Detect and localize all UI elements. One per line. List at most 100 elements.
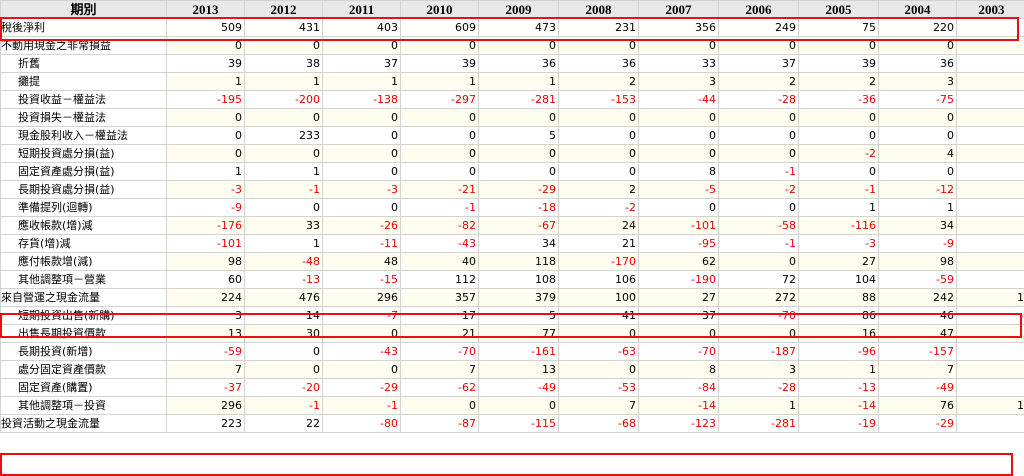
value-cell: [956, 126, 1024, 145]
value-cell: [956, 360, 1024, 379]
row-label: 其他調整項－投資: [0, 396, 167, 415]
cash-flow-table: 期別 2013 2012 2011 2010 2009 2008 2007 2006 2005 20…: [0, 0, 1024, 433]
value-cell: 0: [478, 36, 559, 55]
value-cell: 1: [878, 198, 957, 217]
value-cell: -68: [558, 414, 639, 433]
value-cell: -49: [478, 378, 559, 397]
value-cell: -36: [798, 90, 879, 109]
table-row: 存貨(增)減 -101 1 -11 -43 34 21 -95 -1 -3 -9: [0, 234, 1024, 253]
value-cell: -115: [478, 414, 559, 433]
value-cell: -13: [798, 378, 879, 397]
table-row: 出售長期投資價款 13 30 0 21 77 0 0 0 16 47: [0, 324, 1024, 343]
value-cell: -59: [166, 342, 245, 361]
value-cell: -123: [638, 414, 719, 433]
value-cell: 39: [166, 54, 245, 73]
value-cell: 34: [478, 234, 559, 253]
value-cell: -281: [478, 90, 559, 109]
value-cell: 0: [400, 36, 479, 55]
value-cell: -49: [878, 378, 957, 397]
table-row: 來自營運之現金流量 224 476 296 357 379 100 27 272 88 242 1: [0, 288, 1024, 307]
value-cell: -43: [322, 342, 401, 361]
value-cell: 0: [638, 126, 719, 145]
row-label: 短期投資處分損(益): [0, 144, 167, 163]
value-cell: -29: [878, 414, 957, 433]
row-label: 固定資產處分損(益): [0, 162, 167, 181]
value-cell: 2: [798, 72, 879, 91]
value-cell: 0: [878, 108, 957, 127]
table-row: 折舊 39 38 37 39 36 36 33 37 39 36: [0, 54, 1024, 73]
value-cell: 1: [956, 288, 1024, 307]
value-cell: 60: [166, 270, 245, 289]
value-cell: 0: [478, 396, 559, 415]
value-cell: -87: [400, 414, 479, 433]
value-cell: 0: [798, 162, 879, 181]
table-row: 應付帳款增(減) 98 -48 48 40 118 -170 62 0 27 98: [0, 252, 1024, 271]
value-cell: 1: [798, 198, 879, 217]
table-row: 其他調整項－投資 296 -1 -1 0 0 7 -14 1 -14 76 1: [0, 396, 1024, 415]
value-cell: 0: [638, 36, 719, 55]
value-cell: 0: [798, 126, 879, 145]
table-row: 固定資產(購置) -37 -20 -29 -62 -49 -53 -84 -28 -13 -49: [0, 378, 1024, 397]
value-cell: 36: [478, 54, 559, 73]
header-year: 2010: [400, 0, 479, 19]
value-cell: 0: [718, 252, 799, 271]
value-cell: 249: [718, 18, 799, 37]
row-label: 其他調整項－營業: [0, 270, 167, 289]
value-cell: 224: [166, 288, 245, 307]
value-cell: 72: [718, 270, 799, 289]
row-label: 應付帳款增(減): [0, 252, 167, 271]
value-cell: 30: [244, 324, 323, 343]
value-cell: 41: [558, 306, 639, 325]
value-cell: 40: [400, 252, 479, 271]
value-cell: 0: [400, 108, 479, 127]
value-cell: -1: [718, 162, 799, 181]
value-cell: 0: [558, 108, 639, 127]
value-cell: -70: [400, 342, 479, 361]
value-cell: -3: [322, 180, 401, 199]
value-cell: 0: [322, 36, 401, 55]
value-cell: -200: [244, 90, 323, 109]
value-cell: [956, 162, 1024, 181]
value-cell: [956, 342, 1024, 361]
value-cell: -62: [400, 378, 479, 397]
value-cell: 0: [478, 144, 559, 163]
value-cell: 98: [166, 252, 245, 271]
value-cell: -29: [478, 180, 559, 199]
row-label: 處分固定資產價款: [0, 360, 167, 379]
header-year: 2009: [478, 0, 559, 19]
value-cell: 509: [166, 18, 245, 37]
value-cell: -82: [400, 216, 479, 235]
value-cell: -70: [638, 342, 719, 361]
highlight-investing-cash-flow: [0, 453, 1013, 476]
row-label: 投資活動之現金流量: [0, 414, 167, 433]
value-cell: 0: [322, 126, 401, 145]
header-year: 2003: [956, 0, 1024, 19]
value-cell: 0: [166, 144, 245, 163]
value-cell: 46: [878, 306, 957, 325]
value-cell: -19: [798, 414, 879, 433]
value-cell: 223: [166, 414, 245, 433]
value-cell: 39: [400, 54, 479, 73]
value-cell: 0: [400, 144, 479, 163]
value-cell: 0: [558, 126, 639, 145]
value-cell: 13: [166, 324, 245, 343]
value-cell: [956, 198, 1024, 217]
value-cell: 0: [718, 36, 799, 55]
header-year: 2013: [166, 0, 245, 19]
value-cell: 27: [798, 252, 879, 271]
row-label: 投資收益－權益法: [0, 90, 167, 109]
value-cell: [956, 72, 1024, 91]
value-cell: 118: [478, 252, 559, 271]
value-cell: 4: [878, 144, 957, 163]
value-cell: [956, 324, 1024, 343]
value-cell: -9: [878, 234, 957, 253]
value-cell: -95: [638, 234, 719, 253]
value-cell: -13: [244, 270, 323, 289]
value-cell: -75: [878, 90, 957, 109]
value-cell: 2: [558, 180, 639, 199]
value-cell: [956, 144, 1024, 163]
table-row: 長期投資處分損(益) -3 -1 -3 -21 -29 2 -5 -2 -1 -12: [0, 180, 1024, 199]
value-cell: 3: [166, 306, 245, 325]
row-label: 長期投資處分損(益): [0, 180, 167, 199]
value-cell: 1: [244, 162, 323, 181]
